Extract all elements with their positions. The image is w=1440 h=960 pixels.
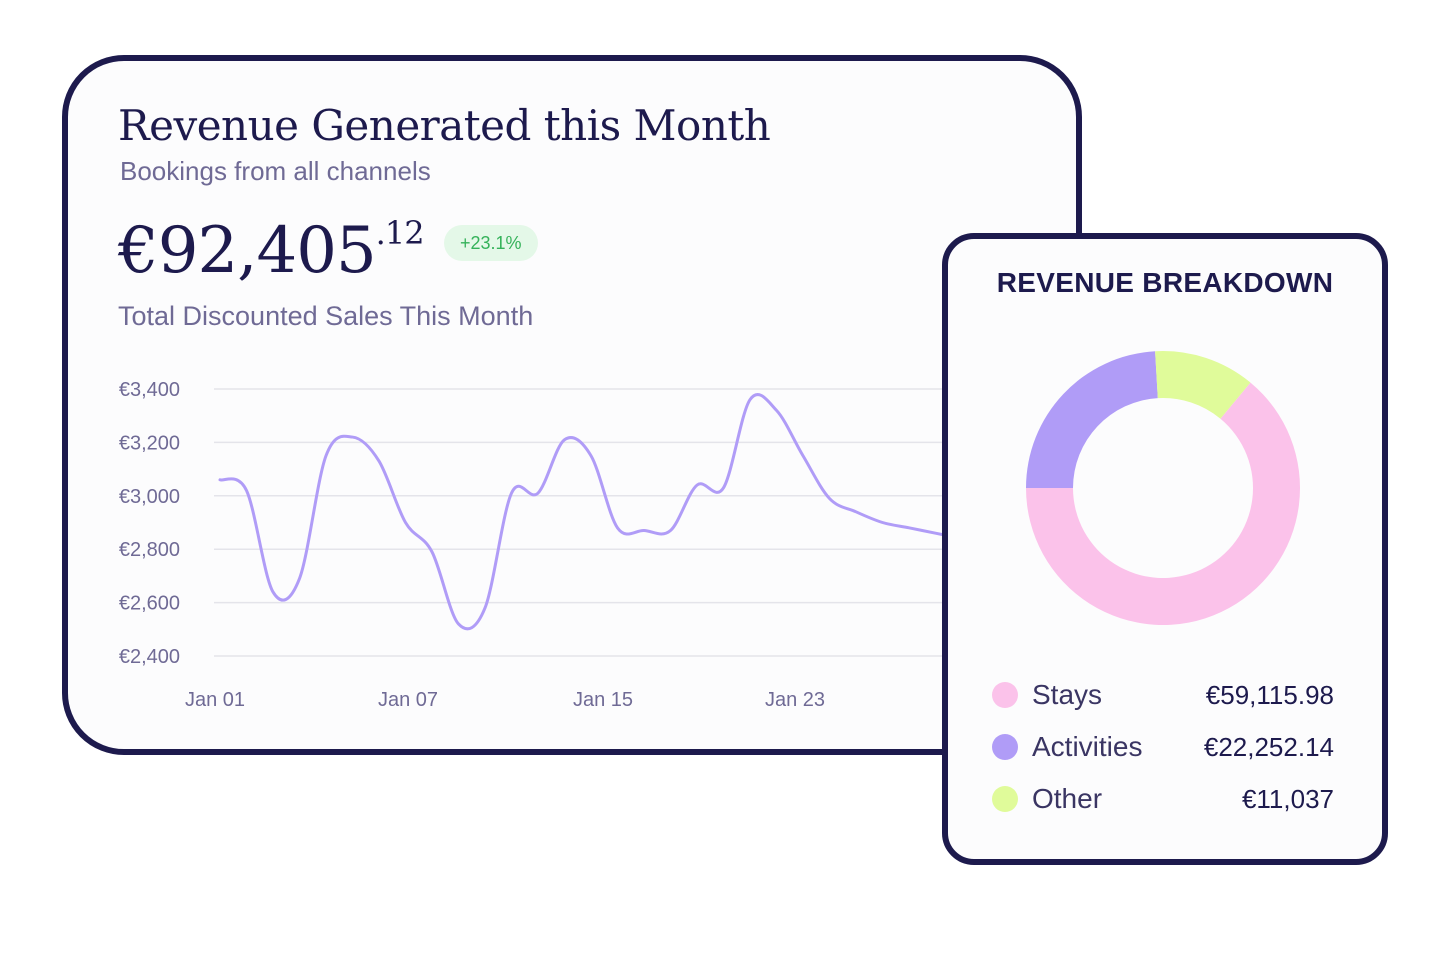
revenue-series-line: [218, 393, 990, 631]
other-swatch: [992, 786, 1018, 812]
total-revenue-cents: .12: [375, 214, 425, 252]
legend-label: Stays: [1032, 679, 1103, 710]
total-revenue: €92,405.12: [118, 217, 425, 283]
y-tick-label: €3,200: [119, 432, 180, 454]
y-tick-label: €2,400: [119, 646, 180, 668]
y-tick-label: €2,800: [119, 539, 180, 561]
x-tick-label: Jan 15: [573, 689, 633, 711]
x-tick-label: Jan 23: [765, 689, 825, 711]
total-revenue-whole: €92,405: [118, 214, 377, 288]
breakdown-title: REVENUE BREAKDOWN: [996, 267, 1334, 298]
card-subtitle: Bookings from all channels: [120, 156, 431, 186]
legend-value: €22,252.14: [1203, 731, 1334, 762]
y-tick-label: €2,600: [119, 593, 180, 615]
x-tick-label: Jan 01: [185, 689, 245, 711]
legend-value: €59,115.98: [1205, 679, 1334, 710]
card-title: Revenue Generated this Month: [118, 101, 771, 150]
breakdown-card: REVENUE BREAKDOWN Stays €59,115.98 Activ…: [942, 233, 1388, 865]
revenue-card: Revenue Generated this Month Bookings fr…: [62, 55, 1082, 755]
stays-slice: [1026, 382, 1300, 625]
revenue-line-chart: €3,400€3,200€3,000€2,800€2,600€2,400Jan …: [119, 379, 1068, 711]
breakdown-legend: Stays €59,115.98 Activities €22,252.14 O…: [992, 669, 1334, 825]
legend-label: Other: [1032, 783, 1103, 814]
legend-row-stays: Stays €59,115.98: [992, 669, 1334, 721]
x-tick-label: Jan 07: [378, 689, 438, 711]
legend-value: €11,037: [1241, 783, 1334, 814]
legend-label: Activities: [1032, 731, 1143, 762]
revenue-donut-chart: [1026, 351, 1300, 625]
y-tick-label: €3,000: [119, 486, 180, 508]
total-caption: Total Discounted Sales This Month: [118, 301, 534, 331]
other-slice: [1155, 351, 1251, 419]
legend-row-activities: Activities €22,252.14: [992, 721, 1334, 773]
activities-slice: [1026, 351, 1158, 488]
stays-swatch: [992, 682, 1018, 708]
y-tick-label: €3,400: [119, 379, 180, 401]
change-badge: +23.1%: [444, 225, 538, 261]
activities-swatch: [992, 734, 1018, 760]
legend-row-other: Other €11,037: [992, 773, 1334, 825]
